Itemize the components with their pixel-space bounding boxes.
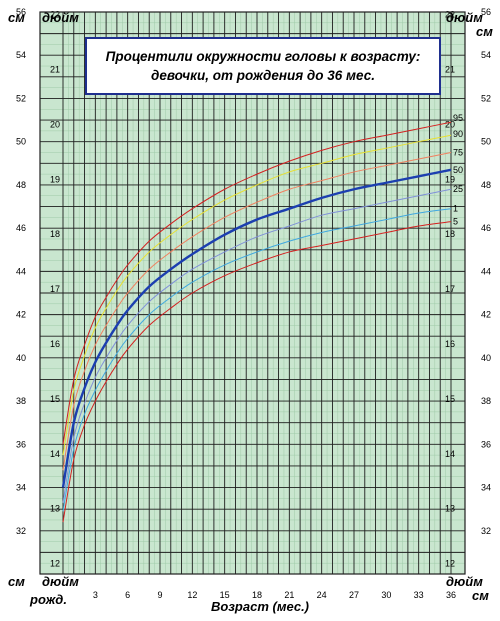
x-tick-label: 9 [157, 590, 162, 600]
y-tick-label-cm-left: 44 [16, 266, 26, 276]
percentile-label-p5: 5 [453, 217, 458, 227]
y-tick-label-in-left: 16 [50, 339, 60, 349]
y-tick-label-in-right: 16 [445, 339, 455, 349]
x-tick-label: 27 [349, 590, 359, 600]
tick-labels: 3 6 9 12 15 18 21 24 27 30 33 363234363840424446485… [16, 7, 491, 600]
y-tick-label-cm-left: 32 [16, 526, 26, 536]
chart-subtitle: девочки, от рождения до 36 мес. [151, 68, 375, 83]
y-tick-label-in-right: 20 [445, 119, 455, 129]
y-tick-label-in-left: 13 [50, 504, 60, 514]
y-tick-label-in-right: 18 [445, 229, 455, 239]
y-tick-label-cm-right: 38 [481, 396, 491, 406]
y-tick-label-in-left: 22 [50, 10, 60, 20]
x-tick-label: 15 [220, 590, 230, 600]
y-tick-label-cm-left: 34 [16, 483, 26, 493]
x-axis-label: Возраст (мес.) [211, 599, 309, 614]
y-tick-label-cm-left: 42 [16, 310, 26, 320]
x-tick-label: 30 [381, 590, 391, 600]
y-tick-label-in-right: 12 [445, 559, 455, 569]
x-start-label: рожд. [29, 592, 67, 607]
series-line-p25 [62, 188, 452, 503]
y-tick-label-cm-left: 50 [16, 137, 26, 147]
y-tick-label-cm-left: 38 [16, 396, 26, 406]
percentile-label-p75: 75 [453, 148, 463, 158]
y-tick-label-cm-right: 42 [481, 310, 491, 320]
chart-title: Процентили окружности головы к возрасту: [105, 49, 421, 64]
series-line-p75 [62, 152, 452, 471]
series-line-p1 [62, 208, 452, 512]
x-tick-label: 36 [446, 590, 456, 600]
unit-in-top-right: дюйм [446, 10, 483, 25]
y-tick-label-cm-left: 56 [16, 7, 26, 17]
series-line-p50 [61, 168, 452, 488]
y-tick-label-cm-left: 36 [16, 439, 26, 449]
y-tick-label-cm-left: 46 [16, 223, 26, 233]
unit-cm-top-right: см [476, 24, 493, 39]
y-tick-label-in-right: 13 [445, 504, 455, 514]
y-tick-label-in-right: 19 [445, 174, 455, 184]
y-tick-label-cm-right: 56 [481, 7, 491, 17]
unit-in-top-left: дюйм [42, 10, 79, 25]
unit-cm-bottom-right: см [472, 588, 489, 603]
y-tick-label-in-left: 15 [50, 394, 60, 404]
x-tick-label: 24 [317, 590, 327, 600]
x-tick-label: 12 [187, 590, 197, 600]
x-tick-label: 6 [125, 590, 130, 600]
percentile-label-p50: 50 [453, 165, 463, 175]
y-tick-label-cm-right: 36 [481, 439, 491, 449]
y-tick-label-in-left: 18 [50, 229, 60, 239]
series-line-p95 [62, 121, 452, 445]
y-tick-label-in-left: 19 [50, 174, 60, 184]
y-tick-label-cm-left: 40 [16, 353, 26, 363]
y-tick-label-cm-right: 52 [481, 93, 491, 103]
unit-cm-bottom-left: см [8, 574, 25, 589]
plot-frame [39, 11, 466, 575]
y-tick-label-in-left: 21 [50, 64, 60, 74]
y-tick-label-cm-right: 40 [481, 353, 491, 363]
x-tick-label: 18 [252, 590, 262, 600]
percentile-label-p90: 90 [453, 129, 463, 139]
y-tick-label-in-right: 21 [445, 64, 455, 74]
chart-title-box: Процентили окружности головы к возрасту:… [85, 37, 441, 95]
y-tick-label-cm-right: 44 [481, 266, 491, 276]
percentile-label-p95: 95 [453, 113, 463, 123]
y-tick-label-cm-right: 50 [481, 137, 491, 147]
x-tick-label: 33 [414, 590, 424, 600]
x-tick-label: 21 [284, 590, 294, 600]
y-tick-label-in-left: 20 [50, 119, 60, 129]
y-tick-label-in-right: 14 [445, 449, 455, 459]
y-tick-label-in-right: 22 [445, 10, 455, 20]
y-tick-label-cm-right: 32 [481, 526, 491, 536]
y-tick-label-cm-right: 46 [481, 223, 491, 233]
series-line-p5 [62, 221, 452, 523]
unit-in-bottom-right: дюйм [446, 574, 483, 589]
y-tick-label-in-right: 17 [445, 284, 455, 294]
y-tick-label-cm-left: 48 [16, 180, 26, 190]
percentile-label-p25: 25 [453, 184, 463, 194]
percentile-labels: 95 90 75 50 25 1 5 [453, 113, 463, 226]
y-tick-label-in-left: 17 [50, 284, 60, 294]
y-tick-label-in-right: 15 [445, 394, 455, 404]
series-line-p90 [62, 134, 452, 456]
y-tick-label-cm-right: 54 [481, 50, 491, 60]
y-tick-label-in-left: 14 [50, 449, 60, 459]
x-tick-label: 3 [93, 590, 98, 600]
series-lines [61, 121, 452, 523]
y-tick-label-cm-left: 52 [16, 93, 26, 103]
y-tick-label-in-left: 12 [50, 559, 60, 569]
unit-cm-top-left: см [8, 10, 25, 25]
y-tick-label-cm-right: 34 [481, 483, 491, 493]
y-tick-label-cm-left: 54 [16, 50, 26, 60]
unit-in-bottom-left: дюйм [42, 574, 79, 589]
percentile-label-p1: 1 [453, 204, 458, 214]
y-tick-label-cm-right: 48 [481, 180, 491, 190]
